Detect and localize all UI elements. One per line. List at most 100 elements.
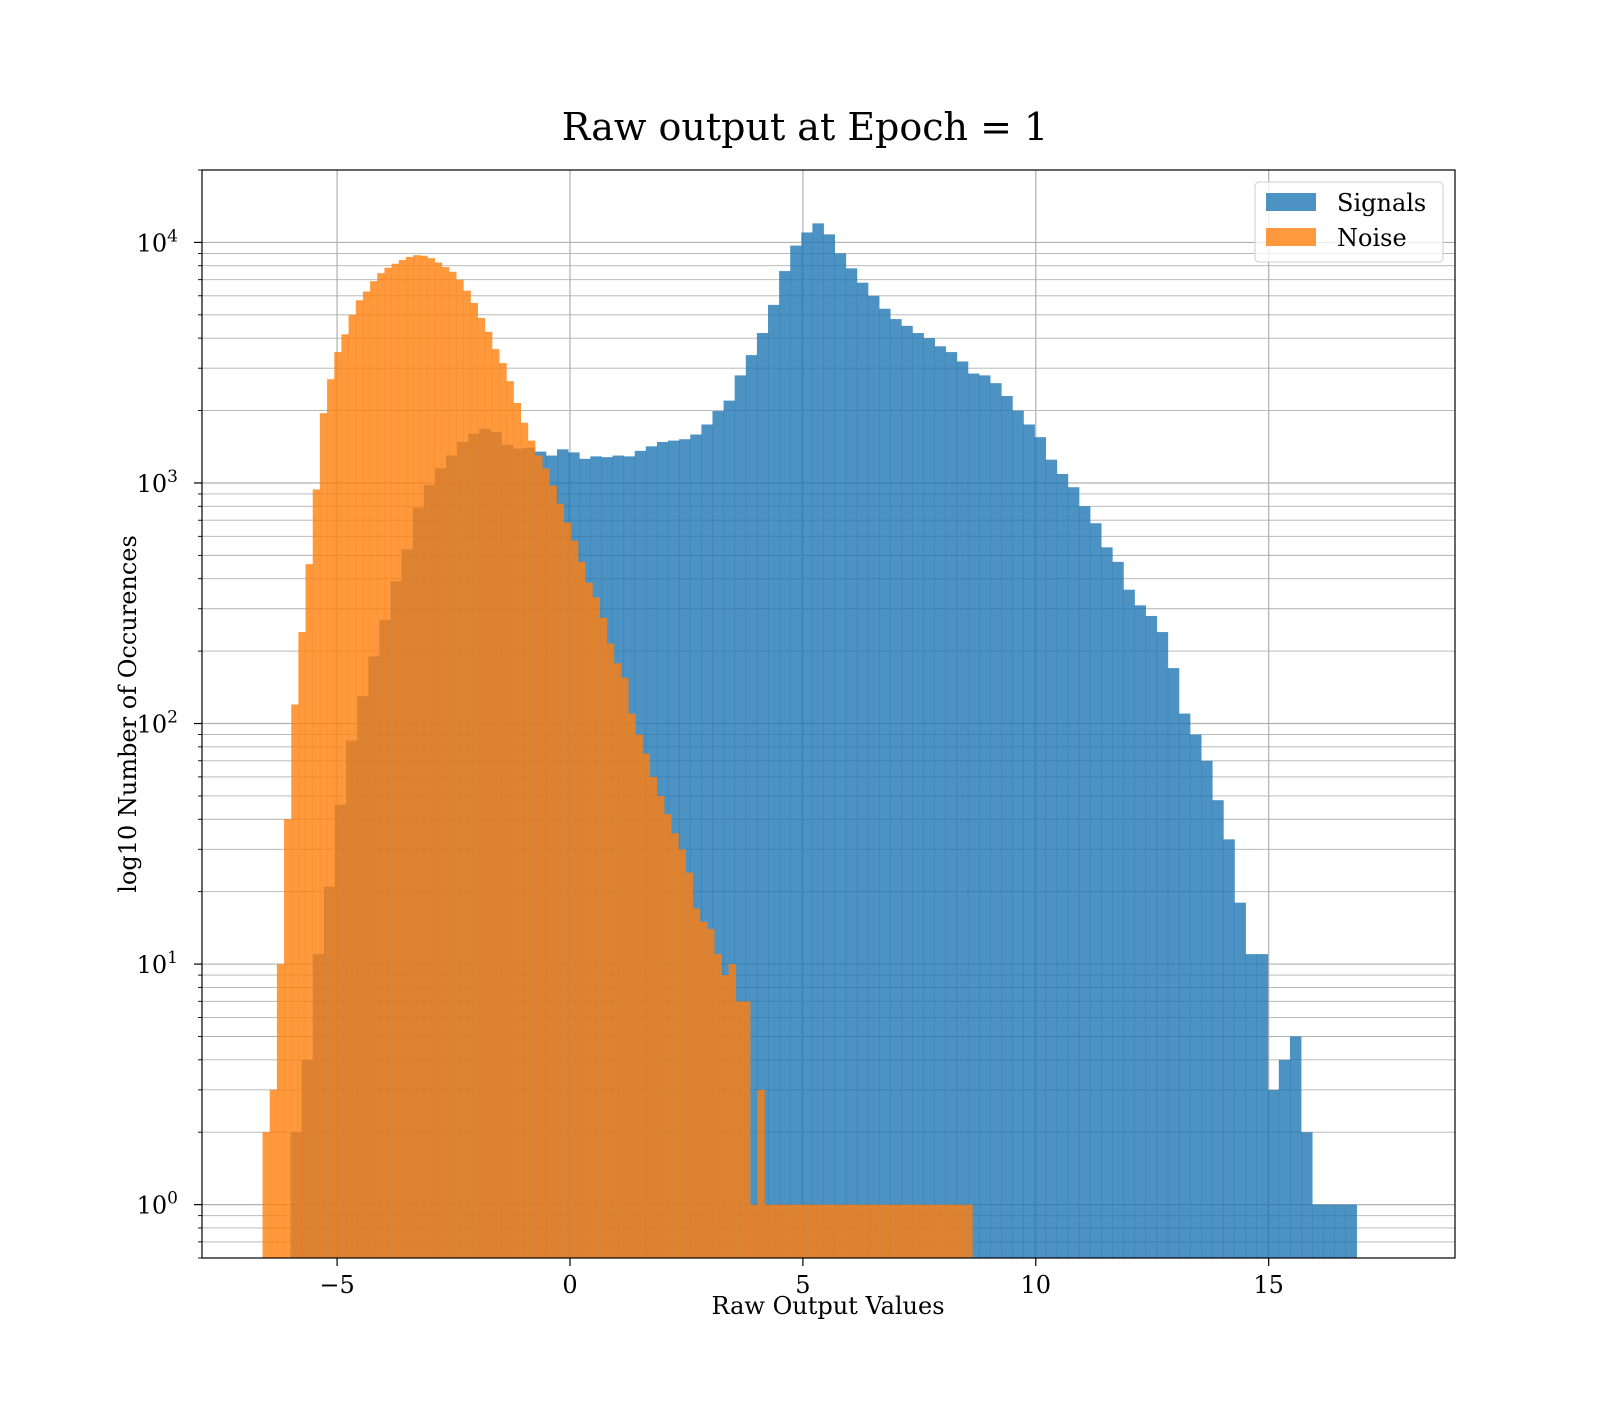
bar-signals <box>1278 1059 1291 1258</box>
plot-frame <box>201 169 1456 1259</box>
bar-signals <box>701 424 713 1258</box>
bar-noise <box>484 331 493 1258</box>
bar-signals <box>867 295 880 1258</box>
bar-signals <box>856 282 869 1259</box>
bar-signals <box>1123 589 1135 1258</box>
bar-noise <box>405 256 414 1258</box>
chart-title: Raw output at Epoch = 1 <box>562 105 1048 149</box>
bars-layer <box>262 223 1357 1259</box>
bar-noise <box>305 564 314 1258</box>
bar-noise <box>785 1204 794 1258</box>
bar-signals <box>879 308 891 1258</box>
y-tick-label: 103 <box>137 467 178 498</box>
bar-noise <box>327 379 335 1258</box>
bar-noise <box>656 795 665 1258</box>
bar-noise <box>348 314 357 1259</box>
bar-noise <box>936 1204 944 1258</box>
bar-noise <box>470 302 479 1258</box>
bar-noise <box>613 663 622 1258</box>
y-axis-ticks: 100 101 102 103 104 <box>137 169 202 1259</box>
bar-signals <box>1101 547 1113 1258</box>
bar-signals <box>1134 605 1146 1258</box>
bar-signals <box>978 375 991 1258</box>
bar-noise <box>284 819 292 1258</box>
bar-noise <box>563 522 572 1258</box>
bar-noise <box>871 1204 880 1258</box>
bar-signals <box>1012 410 1024 1258</box>
bar-signals <box>723 400 736 1259</box>
bar-noise <box>771 1204 780 1258</box>
bar-noise <box>879 1204 887 1258</box>
bar-noise <box>628 713 636 1258</box>
bar-noise <box>742 1001 751 1258</box>
x-tick-label: 5 <box>795 1271 810 1299</box>
bar-signals <box>812 223 824 1258</box>
bar-signals <box>1167 668 1180 1258</box>
bar-noise <box>377 273 385 1258</box>
bar-noise <box>527 440 536 1258</box>
y-tick-label: 101 <box>137 948 178 979</box>
bar-noise <box>857 1204 866 1258</box>
bar-signals <box>1212 800 1224 1258</box>
bar-noise <box>499 363 507 1258</box>
bar-signals <box>779 271 791 1258</box>
bar-signals <box>1234 902 1246 1258</box>
bar-signals <box>901 325 913 1258</box>
bar-noise <box>599 617 608 1258</box>
bar-noise <box>929 1204 937 1258</box>
bar-noise <box>649 776 658 1258</box>
bar-noise <box>534 455 543 1258</box>
bar-signals <box>790 245 802 1258</box>
bar-noise <box>635 734 643 1258</box>
bar-noise <box>943 1204 952 1258</box>
bar-noise <box>298 632 306 1258</box>
bar-noise <box>757 1089 765 1258</box>
bar-noise <box>606 643 615 1258</box>
bar-signals <box>745 355 758 1259</box>
bar-noise <box>735 1001 744 1258</box>
bar-signals <box>1023 424 1035 1258</box>
bar-noise <box>663 814 672 1258</box>
bar-noise <box>269 1089 278 1258</box>
bar-signals <box>768 304 780 1258</box>
bar-signals <box>734 375 747 1258</box>
bar-signals <box>756 333 769 1259</box>
bar-noise <box>692 908 701 1258</box>
bar-noise <box>965 1204 973 1258</box>
bar-noise <box>778 1204 787 1258</box>
bar-signals <box>1001 395 1013 1258</box>
bar-noise <box>420 255 428 1258</box>
bar-noise <box>319 413 328 1259</box>
bar-signals <box>945 352 958 1258</box>
bar-signals <box>890 319 902 1258</box>
x-axis-label: Raw Output Values <box>711 1292 944 1320</box>
y-tick-label: 100 <box>137 1189 178 1220</box>
bar-noise <box>291 704 299 1258</box>
bar-signals <box>1201 760 1213 1258</box>
bar-signals <box>712 411 724 1258</box>
bar-signals <box>1256 954 1269 1258</box>
series-noise <box>262 255 973 1259</box>
bar-noise <box>355 300 364 1258</box>
legend-label-signals: Signals <box>1337 189 1426 217</box>
bar-noise <box>513 402 522 1259</box>
bar-noise <box>391 263 400 1258</box>
bar-noise <box>807 1204 815 1258</box>
legend-label-noise: Noise <box>1337 224 1407 252</box>
bar-noise <box>362 291 371 1258</box>
bar-signals <box>1156 632 1169 1258</box>
bar-signals <box>934 346 947 1258</box>
bar-signals <box>1178 713 1191 1258</box>
bar-noise <box>836 1204 844 1258</box>
bar-noise <box>957 1204 966 1258</box>
bar-noise <box>893 1204 901 1258</box>
bar-signals <box>1090 523 1102 1258</box>
bar-signals <box>679 439 691 1259</box>
x-tick-label: 15 <box>1253 1271 1284 1299</box>
bar-noise <box>370 281 378 1258</box>
bar-signals <box>1312 1204 1324 1258</box>
bar-noise <box>843 1204 851 1258</box>
bar-signals <box>990 383 1002 1258</box>
bar-signals <box>801 232 813 1258</box>
